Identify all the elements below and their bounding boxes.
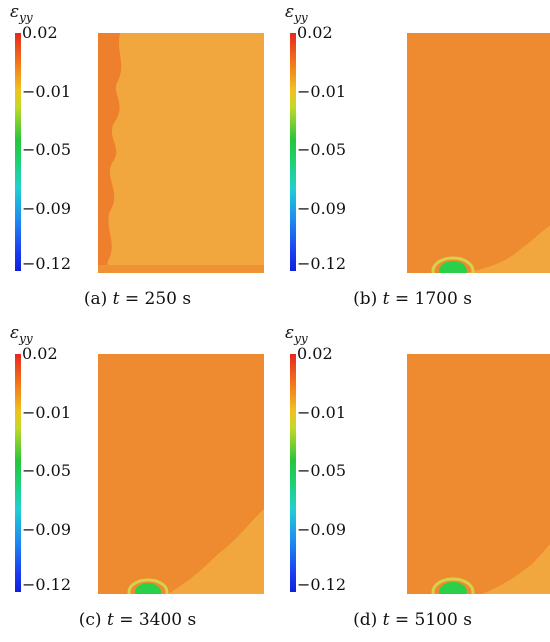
tick-label: −0.05 (297, 461, 347, 480)
colorbar-symbol: εyy (285, 2, 308, 25)
strain-field-graphic (98, 33, 264, 273)
strain-field-image (98, 354, 264, 594)
tick-label: −0.12 (297, 254, 347, 273)
tick-label: 0.02 (22, 344, 58, 363)
panel-c: εyy 0.02 −0.01 −0.05 −0.09 −0.12 (c) t =… (0, 321, 275, 642)
strain-field-graphic (407, 33, 550, 273)
tick-label: 0.02 (297, 23, 333, 42)
colorbar-symbol: εyy (10, 323, 33, 346)
strain-field-graphic (98, 354, 264, 594)
caption-a: (a) t = 250 s (83, 289, 192, 309)
caption-d: (d) t = 5100 s (353, 610, 472, 630)
caption-c: (c) t = 3400 s (78, 610, 197, 630)
tick-label: 0.02 (22, 23, 58, 42)
tick-label: −0.05 (297, 140, 347, 159)
tick-label: −0.01 (297, 82, 347, 101)
tick-label: −0.05 (22, 140, 72, 159)
colorbar (15, 354, 21, 592)
colorbar (290, 33, 296, 271)
tick-label: −0.12 (22, 254, 72, 273)
strain-field-image (407, 354, 550, 594)
strain-field-image (407, 33, 550, 273)
tick-label: −0.12 (22, 575, 72, 594)
colorbar (15, 33, 21, 271)
panel-a: εyy 0.02 −0.01 −0.05 −0.09 −0.12 (a) t =… (0, 0, 275, 321)
tick-label: −0.12 (297, 575, 347, 594)
tick-label: −0.09 (22, 520, 72, 539)
strain-field-graphic (407, 354, 550, 594)
caption-b: (b) t = 1700 s (353, 289, 472, 309)
tick-label: −0.09 (297, 520, 347, 539)
panel-d: εyy 0.02 −0.01 −0.05 −0.09 −0.12 (d) t =… (275, 321, 550, 642)
colorbar (290, 354, 296, 592)
tick-label: −0.09 (22, 199, 72, 218)
tick-label: −0.05 (22, 461, 72, 480)
tick-label: −0.01 (22, 82, 72, 101)
colorbar-symbol: εyy (285, 323, 308, 346)
tick-label: −0.09 (297, 199, 347, 218)
tick-label: −0.01 (22, 403, 72, 422)
tick-label: 0.02 (297, 344, 333, 363)
colorbar-symbol: εyy (10, 2, 33, 25)
tick-label: −0.01 (297, 403, 347, 422)
strain-field-image (98, 33, 264, 273)
panel-b: εyy 0.02 −0.01 −0.05 −0.09 −0.12 (b) t =… (275, 0, 550, 321)
